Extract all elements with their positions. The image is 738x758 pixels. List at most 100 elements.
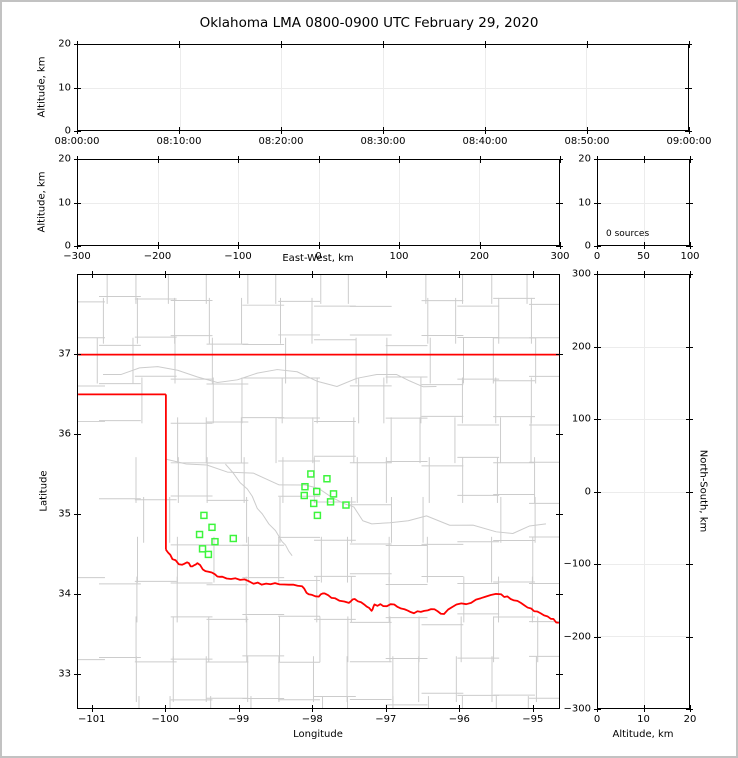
x-tick-label: 20 [683, 714, 697, 725]
y-tick-mark [594, 346, 601, 348]
oklahoma-map [78, 275, 559, 708]
x-tick-label: −99 [228, 714, 250, 725]
lma-station-marker [313, 511, 322, 520]
y-gridline [598, 419, 689, 421]
x-tick-mark [560, 242, 561, 249]
y-tick-mark [686, 246, 693, 247]
river-line [225, 463, 293, 557]
y-tick-label: 20 [578, 153, 591, 165]
x-tick-label: −101 [77, 714, 106, 725]
lma-station-marker [204, 550, 213, 559]
x-tick-label: −96 [448, 714, 470, 725]
y-tick-mark [556, 246, 563, 247]
y-tick-label: 300 [571, 268, 591, 280]
x-tick-label: −200 [143, 251, 172, 262]
eastwest-height-panel [77, 159, 560, 246]
x-tick-mark [91, 705, 93, 712]
x-tick-mark [385, 705, 387, 712]
y-tick-label: 37 [58, 348, 71, 360]
x-tick-mark [485, 127, 486, 134]
y-tick-label: −100 [563, 558, 591, 570]
y-tick-mark [685, 87, 692, 89]
y-tick-label: −200 [563, 631, 591, 642]
x-tick-mark [532, 271, 534, 278]
y-gridline [78, 87, 688, 89]
y-tick-mark [556, 593, 563, 595]
y-tick-label: 0 [584, 486, 591, 497]
y-tick-mark [74, 433, 81, 435]
x-tick-mark [643, 271, 645, 278]
red-river-border [165, 549, 559, 624]
x-tick-mark [485, 41, 486, 48]
x-tick-mark [459, 271, 461, 278]
x-tick-mark [383, 127, 384, 134]
y-tick-label: 0 [64, 125, 71, 137]
x-tick-mark [459, 705, 461, 712]
x-tick-mark [597, 705, 598, 712]
y-tick-label: 20 [58, 153, 71, 165]
y-tick-mark [686, 419, 693, 420]
x-tick-mark [689, 127, 690, 134]
x-tick-mark [385, 271, 387, 278]
x-tick-mark [281, 41, 282, 48]
y-tick-mark [556, 159, 563, 160]
x-tick-mark [597, 242, 598, 249]
y-tick-label: 33 [58, 668, 71, 680]
y-tick-mark [685, 44, 692, 45]
source-histogram-panel: 0 sources [597, 159, 690, 246]
y-tick-mark [74, 159, 81, 160]
x-tick-mark [383, 41, 384, 48]
x-tick-mark [165, 705, 167, 712]
y-gridline [78, 202, 559, 204]
x-tick-mark [238, 242, 239, 249]
y-tick-mark [594, 491, 601, 493]
x-tick-label: 300 [550, 251, 570, 262]
x-tick-label: 09:00:00 [666, 136, 712, 147]
y-tick-mark [686, 274, 693, 275]
y-tick-mark [594, 159, 601, 160]
plan-view-map-panel [77, 274, 560, 709]
x-tick-label: 08:40:00 [462, 136, 508, 147]
x-tick-mark [643, 705, 645, 712]
y-tick-mark [594, 564, 601, 565]
y-tick-mark [594, 246, 601, 247]
y-tick-label: 20 [58, 38, 71, 50]
x-tick-label: 08:00:00 [54, 136, 100, 147]
county-boundaries [78, 275, 559, 708]
x-tick-label: 08:10:00 [156, 136, 202, 147]
y-tick-mark [74, 353, 81, 355]
y-tick-label: 10 [578, 197, 591, 208]
river-line [165, 458, 547, 535]
x-tick-mark [77, 127, 78, 134]
y-tick-label: 36 [58, 428, 71, 440]
lma-station-marker [323, 475, 331, 483]
lma-station-marker [329, 490, 338, 498]
y-tick-mark [594, 709, 601, 710]
x-tick-label: −300 [63, 251, 91, 262]
x-tick-label: 08:20:00 [258, 136, 304, 147]
y-tick-label: 200 [571, 341, 591, 352]
lma-station-marker [307, 470, 315, 478]
lma-station-marker [211, 537, 219, 546]
y-tick-label: 100 [571, 413, 591, 425]
map-latitude-ylabel: Latitude [38, 470, 50, 512]
x-tick-mark [91, 271, 93, 278]
y-tick-label: 10 [58, 197, 71, 208]
altitude-xlabel: Altitude, km [612, 729, 674, 740]
time-height-panel [77, 44, 689, 131]
y-gridline [598, 347, 689, 349]
y-tick-label: 0 [64, 240, 71, 252]
y-tick-mark [556, 202, 563, 204]
y-tick-mark [556, 513, 563, 515]
x-tick-mark [587, 41, 588, 48]
x-tick-mark [157, 242, 159, 249]
x-tick-label: 08:30:00 [360, 136, 406, 147]
x-tick-mark [281, 127, 282, 134]
lma-station-marker [200, 511, 208, 520]
y-tick-mark [594, 419, 601, 420]
y-tick-mark [686, 159, 693, 160]
lma-station-marker [198, 545, 207, 553]
x-tick-label: −98 [301, 714, 323, 725]
x-tick-label: −95 [522, 714, 544, 725]
y-tick-mark [74, 246, 81, 247]
